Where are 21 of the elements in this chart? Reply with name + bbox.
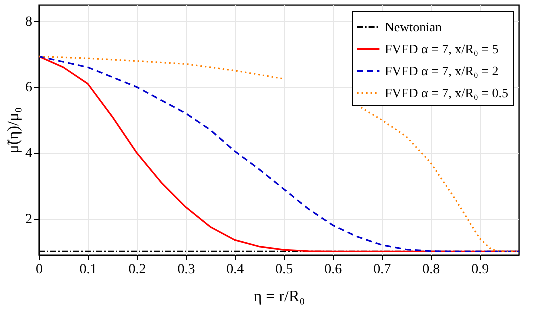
y-tick-label: 4 [26, 146, 32, 162]
x-tick-label: 0 [36, 262, 43, 278]
y-tick-label: 2 [26, 212, 32, 228]
x-axis-title: η = r/R₀ [254, 288, 306, 306]
x-tick-label: 0.8 [422, 262, 440, 278]
line-series [39, 56, 519, 253]
x-tick-label: 0.3 [178, 262, 196, 278]
x-tick-label: 0.7 [374, 262, 392, 278]
y-tick-label: 6 [26, 80, 32, 96]
x-tick-label: 0.2 [128, 262, 146, 278]
legend-label: FVFD α = 7, x/R₀ = 2 [385, 64, 499, 78]
x-tick-label: 0.5 [276, 262, 294, 278]
y-axis-title: μ̃(η)/μ₀ [6, 107, 22, 154]
x-tick-label: 0.4 [226, 262, 244, 278]
x-tick-label: 0.1 [80, 262, 98, 278]
y-tick-label: 8 [26, 14, 32, 30]
legend-label: Newtonian [385, 20, 443, 34]
x-tick-label: 0.9 [472, 262, 490, 278]
legend-label: FVFD α = 7, x/R₀ = 5 [385, 42, 499, 56]
x-tick-label: 0.6 [324, 262, 342, 278]
legend-label: FVFD α = 7, x/R₀ = 0.5 [385, 86, 509, 100]
